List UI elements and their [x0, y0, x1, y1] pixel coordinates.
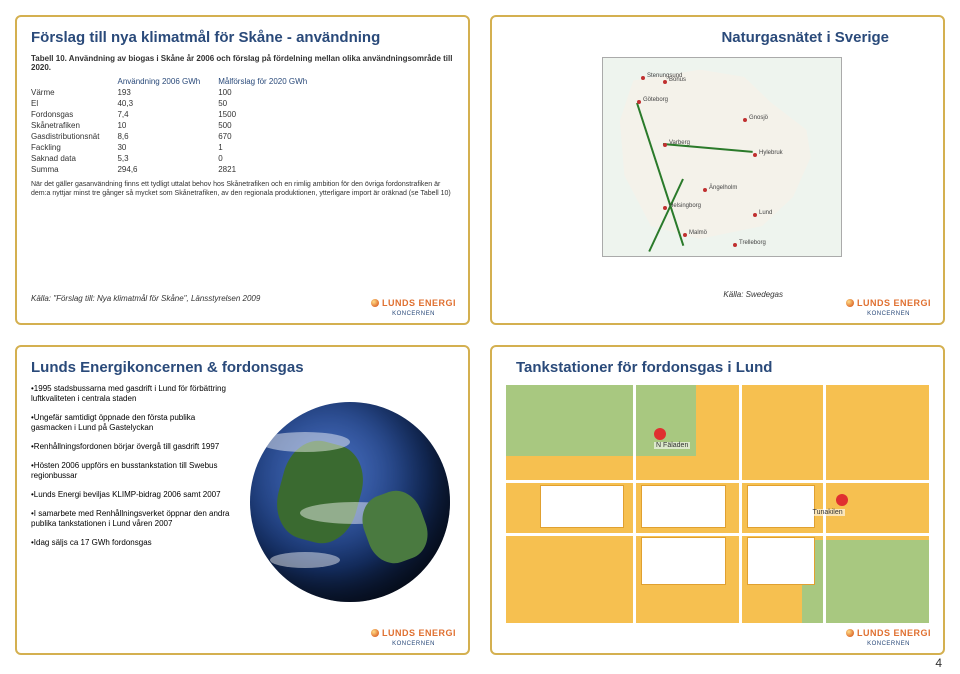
slide-naturgasnatet: Naturgasnätet i Sverige StenungsundBohus… [490, 15, 945, 325]
table-row: El40,350 [31, 98, 325, 109]
city-label: Bohus [669, 77, 686, 83]
city-dot-icon [703, 188, 707, 192]
slide-title: Förslag till nya klimatmål för Skåne - a… [31, 29, 454, 46]
city-label: Gnosjö [749, 115, 768, 121]
city-label: Malmö [689, 230, 707, 236]
city-dot-icon [683, 233, 687, 237]
map-label: Tunakilen [811, 509, 845, 516]
page-number: 4 [935, 656, 942, 670]
road [739, 385, 742, 623]
table-row: Värme193100 [31, 87, 325, 98]
bullet-item: •Lunds Energi beviljas KLIMP-bidrag 2006… [31, 490, 231, 500]
station-marker-icon [836, 494, 848, 506]
table-row: Fackling301 [31, 142, 325, 153]
logo-dot-icon [371, 299, 379, 307]
city-block [641, 485, 726, 528]
lunds-energi-logo: LUNDS ENERGI KONCERNEN [846, 293, 931, 317]
road [633, 385, 636, 623]
station-marker-icon [654, 428, 666, 440]
city-dot-icon [637, 100, 641, 104]
slide-tankstationer: Tankstationer för fordonsgas i Lund N Fä… [490, 345, 945, 655]
road [506, 533, 929, 536]
bullet-item: •Ungefär samtidigt öppnade den första pu… [31, 413, 231, 433]
table-row: Summa294,62821 [31, 164, 325, 175]
lunds-energi-logo: LUNDS ENERGI KONCERNEN [371, 623, 456, 647]
city-dot-icon [663, 80, 667, 84]
bullet-item: •Renhållningsfordonen börjar övergå till… [31, 442, 231, 452]
city-block [540, 485, 625, 528]
table-row: Fordonsgas7,41500 [31, 109, 325, 120]
city-label: Göteborg [643, 97, 668, 103]
earth-image [250, 402, 450, 602]
table-caption: Tabell 10. Användning av biogas i Skåne … [31, 54, 454, 72]
city-dot-icon [663, 143, 667, 147]
lunds-energi-logo: LUNDS ENERGI KONCERNEN [371, 293, 456, 317]
cloud-icon [270, 552, 340, 568]
green-area [802, 540, 929, 623]
table-footnote: När det gäller gasanvändning finns ett t… [31, 181, 454, 199]
table-row: Skånetrafiken10500 [31, 120, 325, 131]
road [823, 385, 826, 623]
city-dot-icon [663, 206, 667, 210]
city-label: Lund [759, 210, 772, 216]
source-text: Källa: Swedegas [723, 290, 783, 299]
bullet-item: •Hösten 2006 uppförs en busstankstation … [31, 461, 231, 481]
city-label: Helsingborg [669, 203, 701, 209]
bullet-item: •I samarbete med Renhållningsverket öppn… [31, 509, 231, 529]
slide-klimatmal: Förslag till nya klimatmål för Skåne - a… [15, 15, 470, 325]
sweden-map: StenungsundBohusGöteborgGnosjöVarbergHyl… [602, 57, 842, 257]
road [506, 480, 929, 483]
slide-title: Lunds Energikoncernen & fordonsgas [31, 359, 454, 376]
logo-dot-icon [371, 629, 379, 637]
city-dot-icon [641, 76, 645, 80]
cloud-icon [260, 432, 350, 452]
logo-dot-icon [846, 629, 854, 637]
city-block [747, 485, 815, 528]
land-shape [611, 66, 833, 248]
city-label: Hylebruk [759, 150, 783, 156]
city-label: Ängelholm [709, 185, 737, 191]
city-dot-icon [753, 153, 757, 157]
map-label: N Fäladen [654, 442, 690, 449]
city-dot-icon [743, 118, 747, 122]
city-label: Varberg [669, 140, 690, 146]
lund-city-map: N Fäladen Tunakilen [506, 385, 929, 623]
logo-dot-icon [846, 299, 854, 307]
source-text: Källa: "Förslag till: Nya klimatmål för … [31, 294, 260, 303]
col-2020: Målförslag för 2020 GWh [218, 76, 325, 87]
table-row: Saknad data5,30 [31, 153, 325, 164]
bullet-item: •1995 stadsbussarna med gasdrift i Lund … [31, 384, 231, 404]
lunds-energi-logo: LUNDS ENERGI KONCERNEN [846, 623, 931, 647]
table-row: Gasdistributionsnät8,6670 [31, 131, 325, 142]
city-block [747, 537, 815, 585]
col-blank [31, 76, 117, 87]
slide-title: Tankstationer för fordonsgas i Lund [506, 359, 929, 376]
city-label: Trelleborg [739, 240, 766, 246]
bullet-item: •Idag säljs ca 17 GWh fordonsgas [31, 538, 231, 548]
col-2006: Användning 2006 GWh [117, 76, 218, 87]
city-dot-icon [753, 213, 757, 217]
city-dot-icon [733, 243, 737, 247]
usage-table: Användning 2006 GWh Målförslag för 2020 … [31, 76, 325, 175]
bullet-list: •1995 stadsbussarna med gasdrift i Lund … [31, 384, 231, 548]
slide-title: Naturgasnätet i Sverige [506, 29, 929, 46]
slide-fordonsgas-history: Lunds Energikoncernen & fordonsgas •1995… [15, 345, 470, 655]
cloud-icon [300, 502, 410, 524]
city-block [641, 537, 726, 585]
